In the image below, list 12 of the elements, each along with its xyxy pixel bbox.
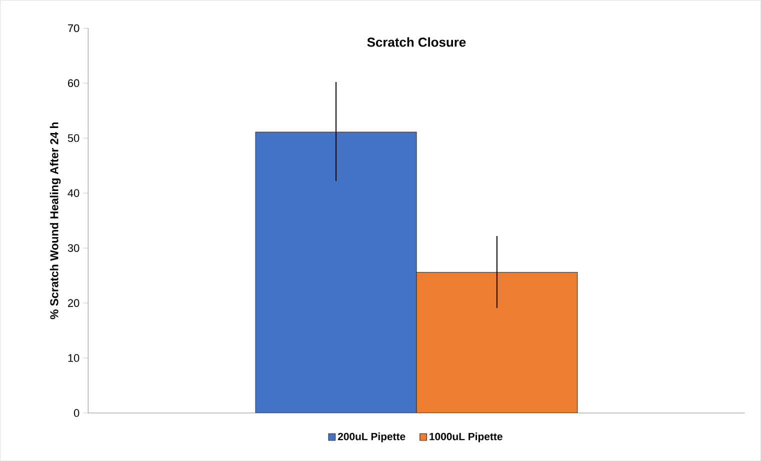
y-tick-label: 30 xyxy=(68,244,80,252)
legend-label: 200uL Pipette xyxy=(338,432,406,442)
y-tick-label: 70 xyxy=(68,24,80,32)
text: Scratch Closure xyxy=(367,37,466,47)
y-tick-label: 0 xyxy=(74,409,80,417)
legend-label: 1000uL Pipette xyxy=(430,432,502,442)
y-tick-label: 40 xyxy=(68,189,80,197)
y-tick-label: 10 xyxy=(68,354,80,362)
y-tick-label: 20 xyxy=(68,299,80,307)
y-tick-label: 60 xyxy=(68,79,80,87)
y-axis-title: % Scratch Wound Healing After 24 h xyxy=(50,122,61,320)
y-tick-label: 50 xyxy=(68,134,80,142)
